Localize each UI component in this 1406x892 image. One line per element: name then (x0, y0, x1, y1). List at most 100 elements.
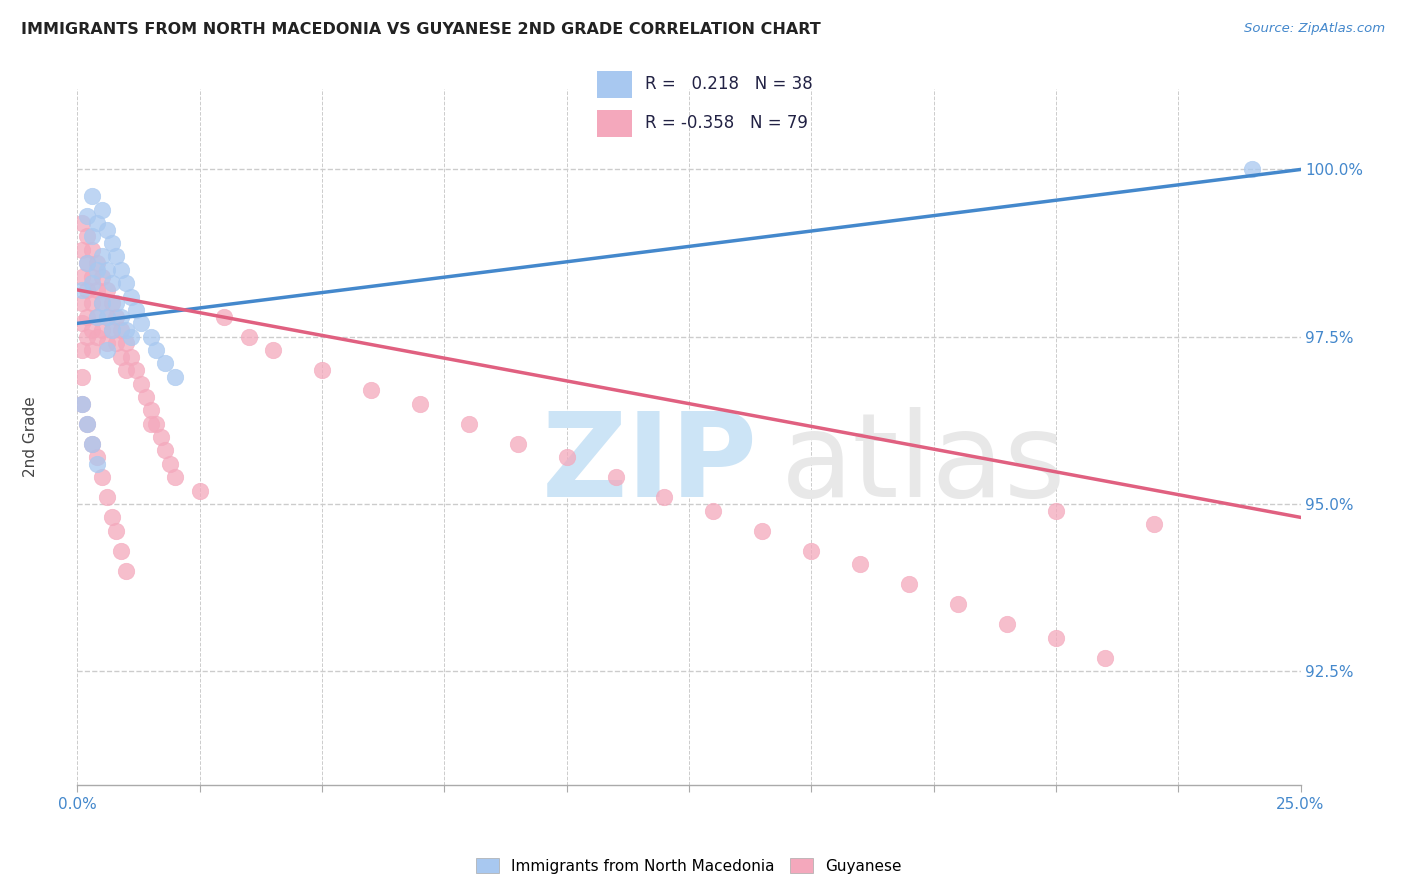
Point (96, 336, 118, 351)
Point (86, 283, 108, 297)
Point (115, 277, 138, 291)
Point (120, 329, 142, 343)
Point (212, 310, 235, 324)
Point (100, 296, 122, 310)
Point (80, 189, 103, 203)
Point (139, 417, 162, 431)
Point (105, 310, 128, 324)
Point (139, 403, 162, 417)
Point (90, 202, 112, 217)
Point (76, 329, 98, 343)
Point (70, 316, 93, 330)
FancyBboxPatch shape (598, 110, 631, 137)
Point (1094, 650, 1116, 665)
Point (90, 296, 112, 310)
Point (115, 323, 138, 337)
Point (80, 277, 103, 291)
Point (100, 277, 122, 291)
Point (457, 417, 479, 431)
Point (849, 558, 872, 572)
Point (110, 310, 132, 324)
Point (80, 229, 103, 244)
Point (238, 329, 260, 343)
Point (115, 336, 138, 351)
Point (96, 223, 118, 237)
Point (70, 397, 93, 411)
Text: R = -0.358   N = 79: R = -0.358 N = 79 (645, 114, 808, 132)
Point (76, 310, 98, 324)
Point (105, 296, 128, 310)
Point (125, 363, 148, 377)
Point (115, 363, 138, 377)
Point (262, 343, 284, 358)
Point (86, 310, 108, 324)
Point (165, 470, 187, 484)
Point (76, 210, 98, 224)
Point (125, 302, 148, 317)
Point (159, 457, 181, 471)
Point (90, 470, 112, 484)
Point (110, 323, 132, 337)
Point (105, 249, 128, 263)
Text: R =   0.218   N = 38: R = 0.218 N = 38 (645, 76, 813, 94)
Point (86, 310, 108, 324)
Point (90, 249, 112, 263)
Point (165, 369, 187, 384)
Point (76, 256, 98, 270)
Point (1240, 162, 1263, 177)
Point (995, 617, 1018, 632)
Point (311, 363, 333, 377)
Point (105, 524, 128, 538)
Point (70, 397, 93, 411)
Point (898, 577, 921, 591)
Point (149, 430, 172, 444)
Point (946, 598, 969, 612)
Point (76, 256, 98, 270)
Point (96, 310, 118, 324)
Point (360, 384, 382, 398)
Point (86, 256, 108, 270)
Point (120, 350, 142, 364)
Point (80, 243, 103, 257)
Point (90, 296, 112, 310)
Point (110, 544, 132, 558)
Point (86, 262, 108, 277)
Point (100, 323, 122, 337)
Text: 2nd Grade: 2nd Grade (24, 397, 38, 477)
Point (145, 343, 167, 358)
Point (105, 336, 128, 351)
Point (506, 436, 529, 450)
Point (702, 503, 724, 517)
Point (188, 483, 211, 498)
Point (80, 323, 103, 337)
Point (100, 510, 122, 524)
Text: Source: ZipAtlas.com: Source: ZipAtlas.com (1244, 22, 1385, 36)
Point (70, 296, 93, 310)
Point (129, 316, 152, 330)
Point (751, 524, 773, 538)
Point (96, 262, 118, 277)
Point (120, 290, 142, 304)
Point (90, 269, 112, 284)
Point (80, 269, 103, 284)
Point (80, 436, 103, 450)
Point (86, 457, 108, 471)
Point (115, 564, 138, 578)
Point (96, 283, 118, 297)
Point (80, 296, 103, 310)
Point (70, 343, 93, 358)
Point (139, 329, 162, 343)
Point (70, 369, 93, 384)
Point (80, 436, 103, 450)
Text: ZIP: ZIP (543, 408, 758, 523)
Point (90, 323, 112, 337)
Point (800, 544, 823, 558)
Point (145, 417, 167, 431)
Legend: Immigrants from North Macedonia, Guyanese: Immigrants from North Macedonia, Guyanes… (470, 852, 908, 880)
Point (96, 310, 118, 324)
Point (86, 450, 108, 464)
Point (129, 376, 152, 391)
Point (155, 357, 177, 371)
Point (86, 329, 108, 343)
Point (70, 269, 93, 284)
